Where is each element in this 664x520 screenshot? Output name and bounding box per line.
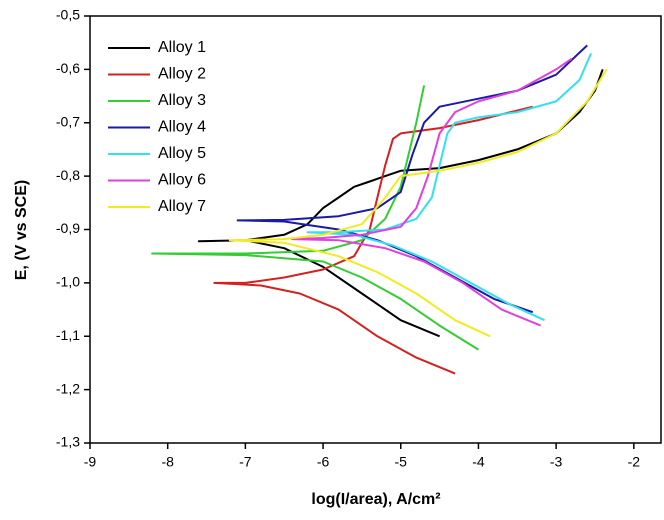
x-tick-label: -3 xyxy=(550,454,563,470)
y-axis-title: E, (V vs SCE) xyxy=(13,180,30,280)
series-line xyxy=(291,57,573,327)
x-tick-label: -6 xyxy=(317,454,330,470)
legend-label: Alloy 6 xyxy=(158,172,206,189)
legend-label: Alloy 4 xyxy=(158,119,206,136)
y-tick-label: -1,1 xyxy=(56,327,80,343)
legend-label: Alloy 5 xyxy=(158,145,206,162)
x-tick-label: -5 xyxy=(395,454,408,470)
x-axis-title: log(I/area), A/cm² xyxy=(311,491,440,508)
y-tick-label: -0,5 xyxy=(56,7,80,23)
series-line xyxy=(197,69,604,338)
y-tick-label: -1,3 xyxy=(56,434,80,450)
x-tick-label: -2 xyxy=(628,454,641,470)
legend-label: Alloy 7 xyxy=(158,198,206,215)
x-tick-label: -9 xyxy=(84,454,97,470)
x-tick-label: -4 xyxy=(472,454,485,470)
legend-label: Alloy 1 xyxy=(158,39,206,56)
y-tick-label: -0,9 xyxy=(56,220,80,236)
series-line xyxy=(306,52,593,322)
series-line xyxy=(228,68,608,338)
legend-label: Alloy 2 xyxy=(158,66,206,83)
series-line xyxy=(213,105,534,375)
series-line xyxy=(236,44,588,314)
y-tick-label: -0,6 xyxy=(56,60,80,76)
x-tick-label: -8 xyxy=(161,454,174,470)
y-tick-label: -0,7 xyxy=(56,113,80,129)
legend-label: Alloy 3 xyxy=(158,92,206,109)
y-tick-label: -1,2 xyxy=(56,380,80,396)
x-tick-label: -7 xyxy=(239,454,252,470)
y-tick-label: -1,0 xyxy=(56,274,80,290)
series-line xyxy=(151,85,479,351)
y-tick-label: -0,8 xyxy=(56,167,80,183)
